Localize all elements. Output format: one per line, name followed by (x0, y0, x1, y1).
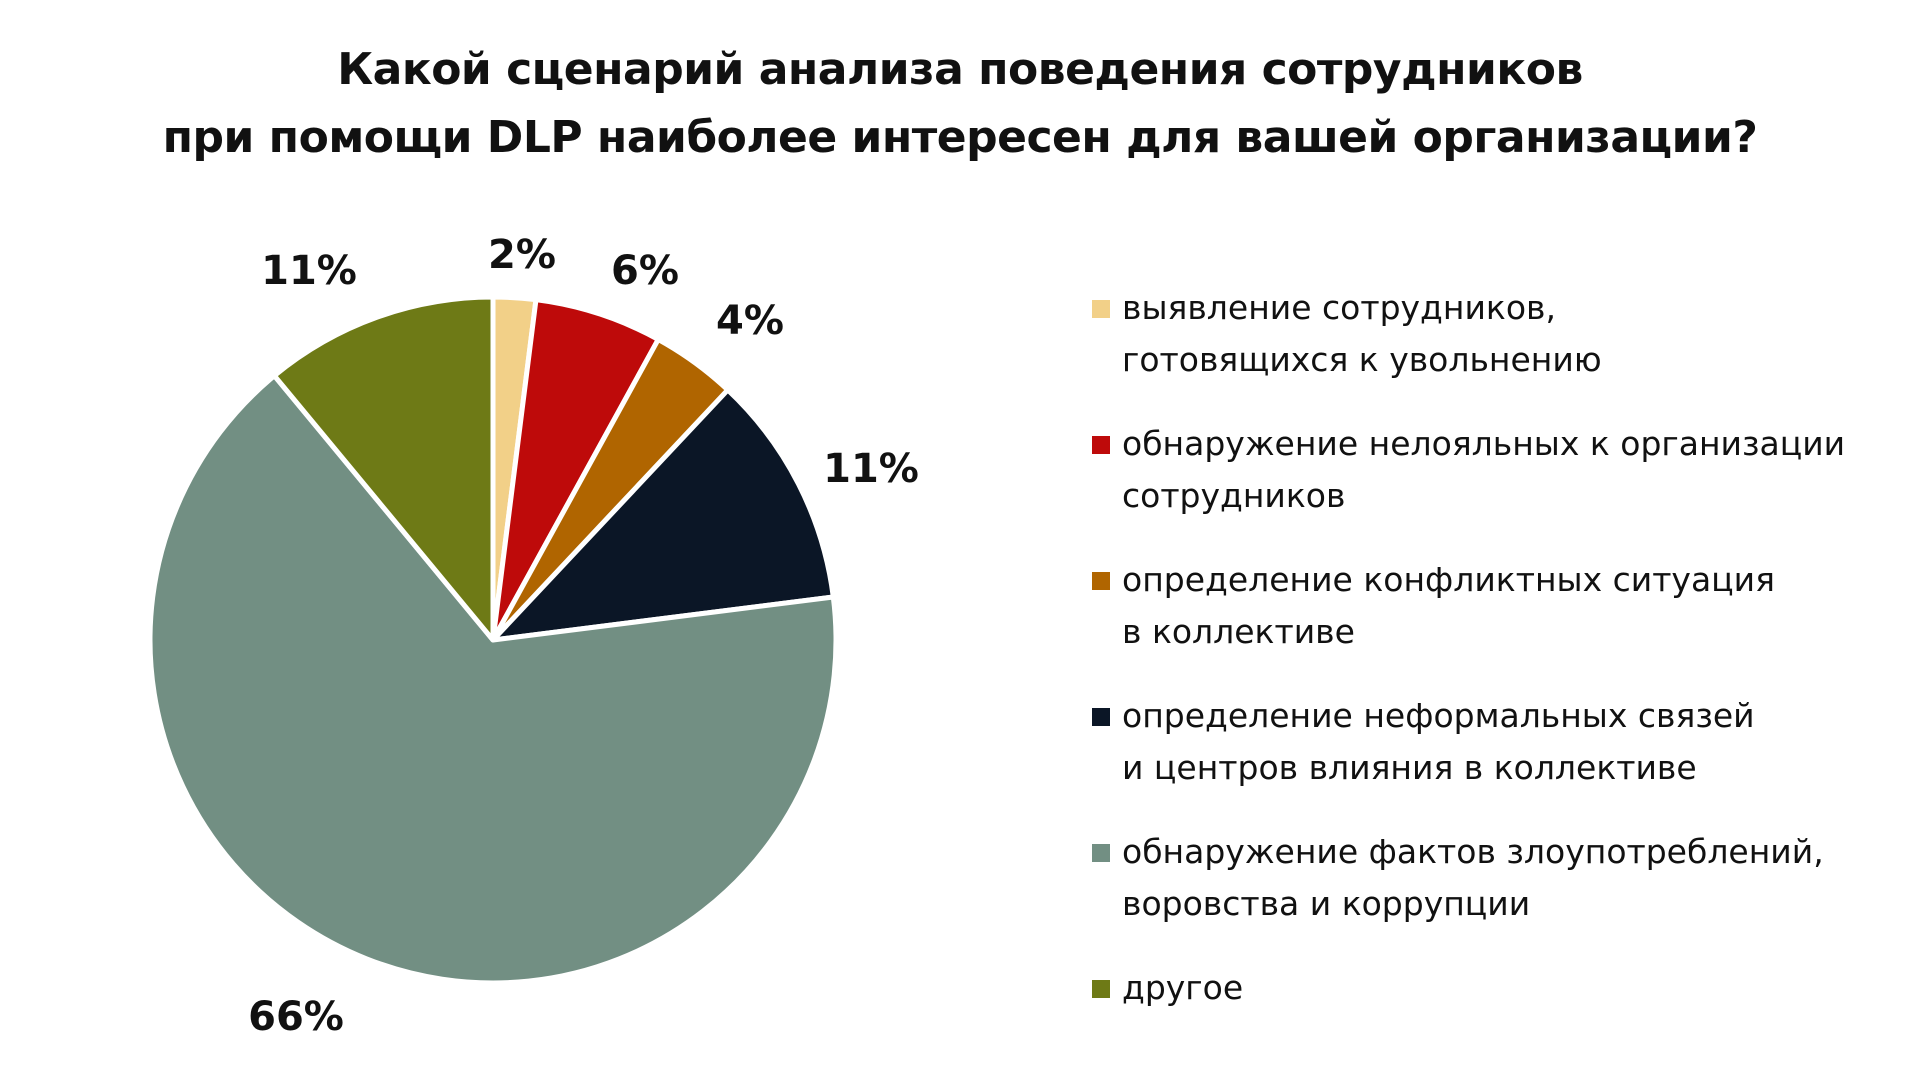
legend-swatch (1092, 708, 1110, 726)
legend-item: обнаружение фактов злоупотреблений, воро… (1092, 826, 1892, 930)
chart-title-line-2: при помощи DLP наиболее интересен для ва… (162, 112, 1758, 163)
pie-pct-label-4: 66% (248, 994, 344, 1040)
pie-pct-label-0: 2% (488, 232, 556, 278)
legend-item: выявление сотрудников, готовящихся к уво… (1092, 282, 1892, 386)
legend-item: определение неформальных связей и центро… (1092, 690, 1892, 794)
legend-swatch (1092, 436, 1110, 454)
legend-label-line: и центров влияния в коллективе (1122, 748, 1697, 787)
legend-label-line: воровства и коррупции (1122, 884, 1531, 923)
legend: выявление сотрудников, готовящихся к уво… (1092, 282, 1892, 1014)
legend-item: определение конфликтных ситуация в колле… (1092, 554, 1892, 658)
pie-pct-label-1: 6% (611, 248, 679, 294)
pie-slice-1 (490, 297, 661, 643)
pie-pct-label-3: 11% (823, 446, 919, 492)
legend-label-line: определение неформальных связей (1122, 696, 1755, 735)
legend-label-line: определение конфликтных ситуация (1122, 560, 1775, 599)
legend-swatch (1092, 844, 1110, 862)
legend-item: обнаружение нелояльных к организации сот… (1092, 418, 1892, 522)
legend-label-line: готовящихся к увольнению (1122, 340, 1602, 379)
pie-pct-label-2: 4% (716, 298, 784, 344)
pie-slice-4 (147, 373, 839, 986)
legend-label-line: сотрудников (1122, 476, 1346, 515)
legend-item: другое (1092, 962, 1892, 1014)
legend-swatch (1092, 980, 1110, 998)
pie-slice-3 (490, 387, 836, 643)
legend-label-line: выявление сотрудников, (1122, 288, 1556, 327)
pie-pct-label-5: 11% (261, 248, 357, 294)
pie-slices (147, 294, 839, 986)
chart-title: Какой сценарий анализа поведения сотрудн… (0, 36, 1920, 172)
legend-label-line: обнаружение нелояльных к организации (1122, 424, 1846, 463)
pie-slice-5 (271, 294, 496, 643)
legend-swatch (1092, 572, 1110, 590)
legend-swatch (1092, 300, 1110, 318)
legend-label-line: в коллективе (1122, 612, 1355, 651)
legend-label-line: обнаружение фактов злоупотреблений, (1122, 832, 1824, 871)
legend-label-line: другое (1122, 968, 1244, 1007)
pie-labels: 2% 6% 4% 11% 66% 11% (248, 232, 919, 1040)
chart-title-line-1: Какой сценарий анализа поведения сотрудн… (337, 44, 1583, 95)
